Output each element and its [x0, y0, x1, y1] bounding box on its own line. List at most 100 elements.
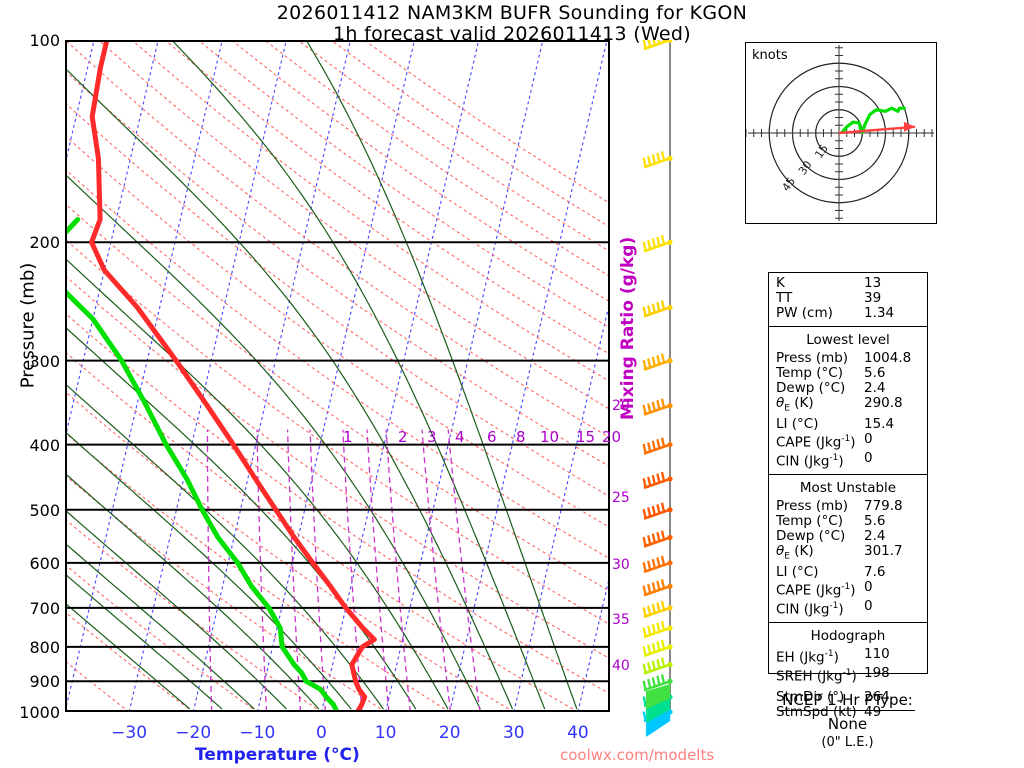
hodograph-ring-label-15: 15	[812, 142, 831, 161]
stat-value: 0	[864, 579, 873, 596]
height-tick-20: 20	[612, 398, 630, 414]
skewt-plot	[65, 40, 610, 712]
mixing-ratio-tick-20: 20	[602, 428, 622, 446]
stat-key: SREH (Jkg-1)	[776, 667, 857, 685]
watermark: coolwx.com/modelts	[560, 746, 715, 764]
page-subtitle: 1h forecast valid 2026011413 (Wed)	[333, 23, 691, 45]
hodograph-units-label: knots	[752, 48, 788, 63]
pressure-tick-100: 100	[29, 31, 60, 50]
stat-value: 1.34	[864, 305, 895, 322]
temperature-tick-0: 0	[316, 723, 327, 743]
pressure-tick-500: 500	[29, 500, 60, 520]
pressure-tick-700: 700	[29, 598, 60, 618]
temperature-axis-label: Temperature (°C)	[195, 745, 360, 765]
stat-value: 0	[864, 431, 873, 448]
stats-most-unstable-section: Most Unstable Press (mb) 779.8 Temp (°C) 5.…	[769, 475, 927, 623]
ptype-title: NCEP 1-Hr PType:	[780, 691, 915, 711]
stat-lowest-row: Temp (°C) 5.6	[769, 364, 927, 381]
stat-hodo-row: EH (Jkg-1) 110	[769, 645, 927, 666]
mixing-ratio-tick-8: 8	[516, 428, 526, 446]
stat-key: Press (mb)	[776, 497, 849, 514]
stat-key: LI (°C)	[776, 416, 819, 433]
stat-key: Dewp (°C)	[776, 380, 846, 397]
stat-key: Dewp (°C)	[776, 528, 846, 545]
stat-key: θE (K)	[776, 543, 814, 563]
stat-hodo-row: StmDir (°) 264	[769, 690, 927, 705]
stat-key: CIN (Jkg-1)	[776, 601, 844, 618]
stat-key: Temp (°C)	[776, 364, 843, 381]
temperature-tick--30: −30	[111, 723, 148, 743]
stat-mu-row: Dewp (°C) 2.4	[769, 528, 927, 545]
stat-value: 39	[864, 290, 882, 307]
height-tick-30: 30	[612, 557, 630, 573]
stat-key: StmSpd (kt)	[776, 704, 857, 721]
stat-key: LI (°C)	[776, 564, 819, 581]
mixing-ratio-tick-4: 4	[455, 428, 465, 446]
hodograph-ring-label-30: 30	[796, 158, 815, 177]
height-tick-40: 40	[612, 658, 630, 674]
stat-key: CIN (Jkg-1)	[776, 453, 844, 470]
stat-key: CAPE (Jkg-1)	[776, 434, 856, 451]
most-unstable-title: Most Unstable	[799, 479, 897, 496]
ptype-value: None	[827, 715, 868, 733]
stat-mu-row: LI (°C) 7.6	[769, 565, 927, 580]
temperature-tick-40: 40	[567, 723, 589, 743]
pressure-tick-800: 800	[29, 637, 60, 657]
pressure-tick-200: 200	[29, 233, 60, 253]
hodograph-stats-title: Hodograph	[810, 627, 886, 644]
temperature-tick--20: −20	[175, 723, 212, 743]
plot-frame	[65, 40, 610, 712]
temperature-tick-10: 10	[374, 723, 397, 743]
stat-value: 7.6	[864, 564, 886, 581]
stats-panel: K 13 TT 39 PW (cm) 1.34 Lowest level Press (m…	[768, 272, 928, 720]
stat-key: PW (cm)	[776, 305, 833, 322]
stat-value: 779.8	[864, 497, 903, 514]
stat-mu-row: Press (mb) 779.8	[769, 497, 927, 514]
stat-value: 15.4	[864, 416, 895, 433]
stat-value: 2.4	[864, 528, 886, 545]
pressure-tick-300: 300	[29, 351, 60, 371]
pressure-tick-900: 900	[29, 672, 60, 692]
storm-motion-arrow	[903, 121, 915, 132]
stats-hodograph-section: Hodograph EH (Jkg-1) 110 SREH (Jkg-1) 198 St…	[769, 623, 927, 725]
pressure-tick-400: 400	[29, 435, 60, 455]
stat-lowest-row: LI (°C) 15.4	[769, 416, 927, 433]
stat-mu-row: θE (K) 301.7	[769, 544, 927, 565]
ptype-panel: NCEP 1-Hr PType: None (0" L.E.)	[735, 690, 960, 750]
stat-key: K	[776, 275, 785, 291]
mixing-ratio-tick-6: 6	[487, 428, 497, 446]
stat-key: EH (Jkg-1)	[776, 648, 839, 666]
page-title: 2026011412 NAM3KM BUFR Sounding for KGON	[276, 2, 748, 24]
stat-key: θE (K)	[776, 395, 814, 414]
lowest-level-title: Lowest level	[806, 331, 890, 348]
hodograph-panel: 15 30 45	[730, 24, 948, 242]
mixing-ratio-tick-labels: 1 2 3 4 6 8 10 15 20	[0, 428, 660, 448]
stat-lowest-row: CAPE (Jkg-1) 0	[769, 432, 927, 451]
wind-barb-column	[642, 40, 673, 737]
stat-hodo-row: StmSpd (kt) 49	[769, 705, 927, 720]
mixing-ratio-tick-10: 10	[540, 428, 560, 446]
stat-value: 110	[864, 645, 890, 662]
stat-value: 264	[864, 689, 890, 706]
stat-summary-row: TT 39	[769, 291, 927, 306]
stat-summary-row: K 13	[769, 275, 927, 291]
stat-key: TT	[776, 290, 793, 307]
height-tick-25: 25	[612, 490, 630, 506]
mixing-ratio-tick-3: 3	[427, 428, 437, 446]
stat-mu-row: Temp (°C) 5.6	[769, 512, 927, 529]
stat-lowest-row: Press (mb) 1004.8	[769, 349, 927, 366]
temperature-tick-labels: −30 −20 −10 0 10 20 30 40	[0, 723, 1024, 747]
stat-key: Temp (°C)	[776, 512, 843, 529]
mixing-ratio-tick-2: 2	[398, 428, 408, 446]
temperature-tick--10: −10	[239, 723, 276, 743]
stat-lowest-row: θE (K) 290.8	[769, 396, 927, 417]
stat-value: 301.7	[864, 543, 903, 560]
pressure-tick-1000: 1000	[19, 703, 60, 722]
stat-value: 1004.8	[864, 349, 912, 366]
stat-value: 2.4	[864, 380, 886, 397]
stat-key: Press (mb)	[776, 349, 849, 366]
stats-summary-section: K 13 TT 39 PW (cm) 1.34	[769, 273, 927, 327]
ptype-liquid-equivalent: (0" L.E.)	[821, 735, 874, 750]
pressure-tick-600: 600	[29, 553, 60, 573]
stat-lowest-row: Dewp (°C) 2.4	[769, 380, 927, 397]
